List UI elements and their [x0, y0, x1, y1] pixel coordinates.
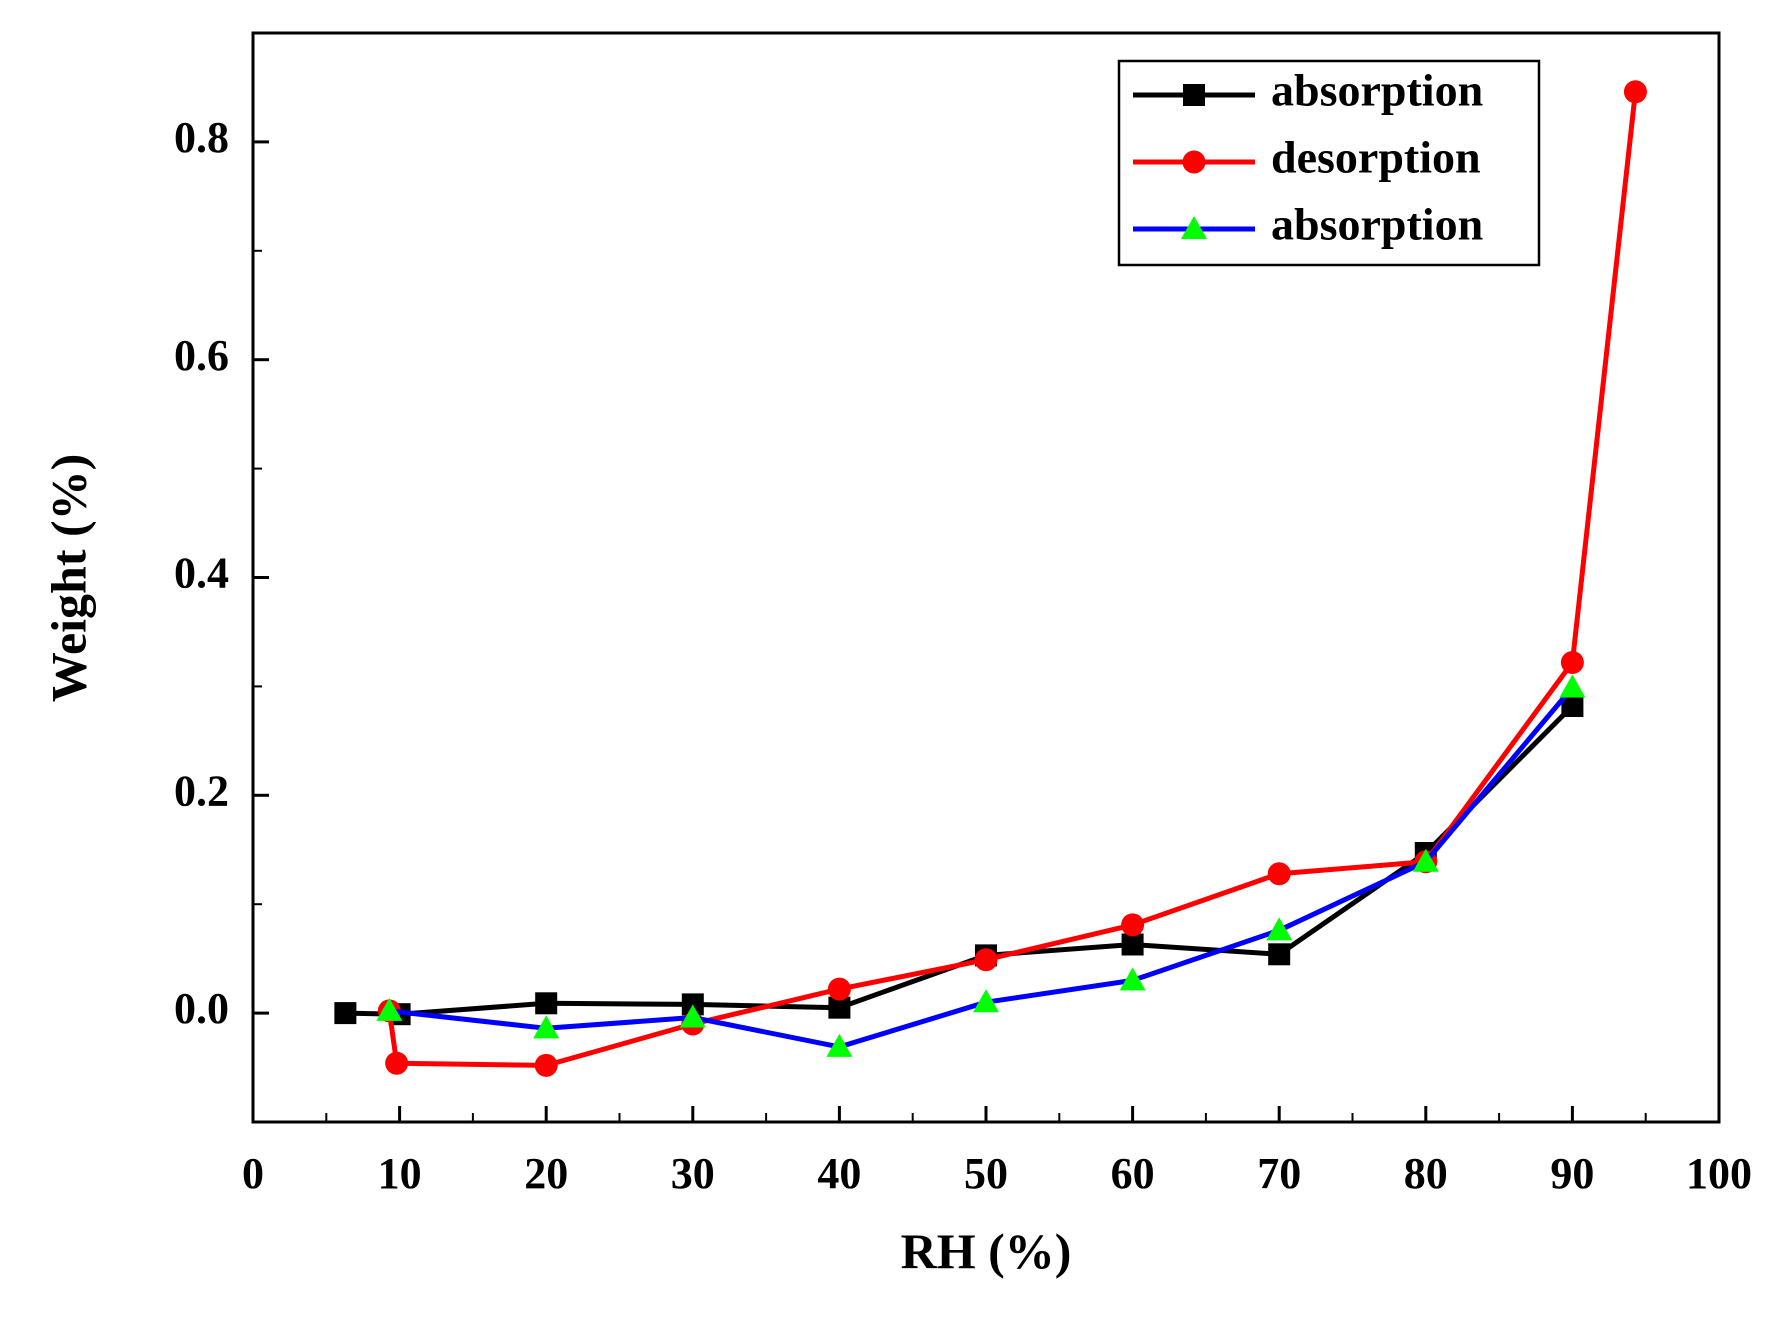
legend-entry: desorption — [1133, 132, 1481, 183]
data-point-circle — [1267, 862, 1291, 886]
y-tick-label: 0.8 — [174, 113, 229, 162]
data-point-square — [681, 993, 704, 1016]
x-tick-label: 80 — [1404, 1149, 1448, 1198]
data-point-triangle — [1266, 917, 1293, 941]
series-line — [345, 704, 1575, 1017]
legend-swatch-marker — [1182, 150, 1206, 174]
legend-swatch-marker — [1183, 84, 1205, 106]
data-point-triangle — [1559, 674, 1586, 698]
legend-label: desorption — [1271, 132, 1481, 183]
y-tick-label: 0.0 — [174, 984, 229, 1033]
legend-entry: absorption — [1133, 65, 1483, 116]
series-layer — [334, 80, 1647, 1077]
data-point-circle — [1623, 80, 1647, 104]
data-point-square — [1121, 933, 1144, 956]
data-point-square — [334, 1002, 357, 1025]
data-point-square — [1268, 943, 1291, 966]
data-point-triangle — [1119, 967, 1146, 991]
x-tick-label: 100 — [1686, 1149, 1752, 1198]
data-point-circle — [534, 1053, 558, 1077]
data-point-triangle — [1412, 848, 1439, 872]
data-point-circle — [974, 948, 998, 972]
legend-entry: absorption — [1133, 199, 1483, 250]
y-tick-label: 0.2 — [174, 766, 229, 815]
x-tick-label: 40 — [817, 1149, 861, 1198]
y-axis-title: Weight (%) — [40, 454, 96, 703]
data-point-triangle — [973, 989, 999, 1013]
legend-swatch-marker — [1181, 216, 1207, 239]
legend-label: absorption — [1271, 65, 1483, 116]
axes-layer: 0 10 20 30 40 50 60 70 80 90 100 0.0 0.2 0.4 0.6 0.8 — [174, 32, 1752, 1198]
x-tick-label: 0 — [242, 1149, 264, 1198]
data-point-triangle — [376, 997, 403, 1021]
legend: absorption desorption absorption — [1117, 59, 1541, 267]
data-point-triangle — [679, 1004, 706, 1028]
y-tick-label: 0.6 — [174, 331, 229, 380]
data-point-triangle — [533, 1015, 560, 1039]
x-tick-label: 50 — [964, 1149, 1008, 1198]
x-tick-label: 60 — [1111, 1149, 1155, 1198]
x-tick-label: 70 — [1257, 1149, 1301, 1198]
data-point-square — [1561, 695, 1584, 718]
data-point-triangle — [826, 1033, 853, 1057]
x-tick-label: 20 — [524, 1149, 568, 1198]
data-point-square — [828, 996, 851, 1019]
x-axis-title: RH (%) — [901, 1223, 1072, 1279]
y-axis-title-group: Weight (%) — [40, 454, 96, 703]
x-tick-label: 30 — [671, 1149, 715, 1198]
data-point-square — [535, 992, 558, 1015]
series-3-absorption — [376, 674, 1586, 1057]
y-tick-label: 0.4 — [174, 549, 229, 598]
legend-label: absorption — [1271, 199, 1483, 250]
data-point-circle — [1560, 650, 1584, 674]
series-1-absorption — [334, 695, 1584, 1026]
data-point-circle — [385, 1051, 409, 1075]
data-point-circle — [827, 977, 851, 1001]
data-point-circle — [1121, 913, 1145, 937]
x-tick-label: 90 — [1550, 1149, 1594, 1198]
x-tick-label: 10 — [378, 1149, 422, 1198]
